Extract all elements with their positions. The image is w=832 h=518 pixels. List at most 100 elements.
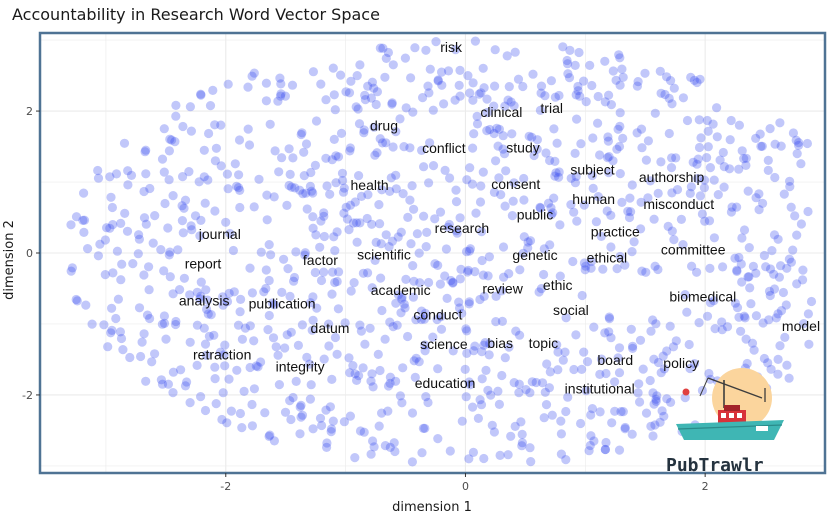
data-point xyxy=(719,182,729,192)
data-point xyxy=(157,154,168,164)
data-point xyxy=(216,161,226,171)
data-point xyxy=(571,330,581,340)
data-point xyxy=(266,250,276,260)
word-label: model xyxy=(782,318,820,334)
data-point xyxy=(656,88,666,98)
data-point xyxy=(455,91,465,101)
data-point xyxy=(451,197,462,207)
data-point xyxy=(535,202,545,212)
data-point xyxy=(165,134,175,144)
data-point xyxy=(445,446,455,456)
data-point xyxy=(150,211,160,221)
data-point xyxy=(479,453,489,464)
data-point xyxy=(223,184,233,194)
data-point xyxy=(540,387,550,397)
data-point xyxy=(205,101,216,111)
data-point xyxy=(704,216,715,226)
data-point xyxy=(491,291,501,301)
data-point xyxy=(327,155,337,165)
data-point xyxy=(454,303,465,313)
data-point xyxy=(615,121,625,131)
data-point xyxy=(360,90,370,100)
data-point xyxy=(773,369,783,379)
data-point xyxy=(409,276,419,286)
data-point xyxy=(651,396,661,406)
data-point xyxy=(517,441,527,451)
data-point xyxy=(754,189,764,199)
data-point xyxy=(306,167,316,178)
data-point xyxy=(280,343,290,353)
data-point xyxy=(477,227,487,237)
data-point xyxy=(192,287,202,297)
data-point xyxy=(388,142,398,152)
data-point xyxy=(403,212,413,222)
data-point xyxy=(468,78,478,88)
data-point xyxy=(435,207,446,217)
data-point xyxy=(81,300,91,310)
data-point xyxy=(245,263,255,273)
data-point xyxy=(420,346,430,356)
data-point xyxy=(308,315,318,325)
data-point xyxy=(554,90,564,101)
data-point xyxy=(328,416,338,426)
data-point xyxy=(105,223,115,233)
data-point xyxy=(554,167,564,177)
data-point xyxy=(428,332,438,342)
data-point xyxy=(240,323,250,333)
data-point xyxy=(363,81,373,91)
data-point xyxy=(383,47,393,58)
data-point xyxy=(649,354,659,364)
data-point xyxy=(397,294,407,304)
data-point xyxy=(791,135,801,145)
data-point xyxy=(163,223,173,233)
data-point xyxy=(448,278,458,288)
data-point xyxy=(164,250,174,260)
data-point xyxy=(233,183,244,193)
data-point xyxy=(727,202,737,212)
data-point xyxy=(585,60,595,70)
data-point xyxy=(717,325,727,335)
data-point xyxy=(718,262,728,272)
data-point xyxy=(390,446,400,457)
word-label: conflict xyxy=(422,140,466,156)
data-point xyxy=(300,248,310,258)
data-point xyxy=(461,392,471,402)
data-point xyxy=(528,69,538,79)
data-point xyxy=(420,340,430,350)
data-point xyxy=(468,402,478,412)
data-point xyxy=(116,333,127,344)
data-point xyxy=(614,50,624,60)
data-point xyxy=(556,449,567,459)
data-point xyxy=(548,208,558,218)
data-point xyxy=(493,386,503,396)
data-point xyxy=(607,418,617,428)
data-point xyxy=(83,244,93,254)
data-point xyxy=(491,317,501,327)
data-point xyxy=(365,323,375,333)
data-point xyxy=(455,65,465,75)
data-point xyxy=(310,160,320,170)
data-point xyxy=(302,204,312,214)
data-point xyxy=(724,164,735,174)
data-point xyxy=(717,317,727,327)
data-point xyxy=(367,77,377,87)
data-point xyxy=(692,77,702,88)
data-point xyxy=(333,304,343,314)
data-point xyxy=(392,320,402,330)
data-point xyxy=(269,192,279,202)
data-point xyxy=(632,81,643,91)
data-point xyxy=(137,337,147,347)
data-point xyxy=(400,53,410,63)
data-point xyxy=(202,304,212,314)
data-point xyxy=(400,303,410,313)
data-point xyxy=(444,219,454,230)
data-point xyxy=(398,363,408,373)
data-point xyxy=(764,286,775,296)
word-label: retraction xyxy=(193,347,251,363)
data-point xyxy=(345,200,355,210)
data-point xyxy=(465,380,475,390)
data-point xyxy=(610,377,620,387)
data-point xyxy=(177,216,187,226)
word-label: conduct xyxy=(413,307,462,323)
data-point xyxy=(489,187,499,197)
